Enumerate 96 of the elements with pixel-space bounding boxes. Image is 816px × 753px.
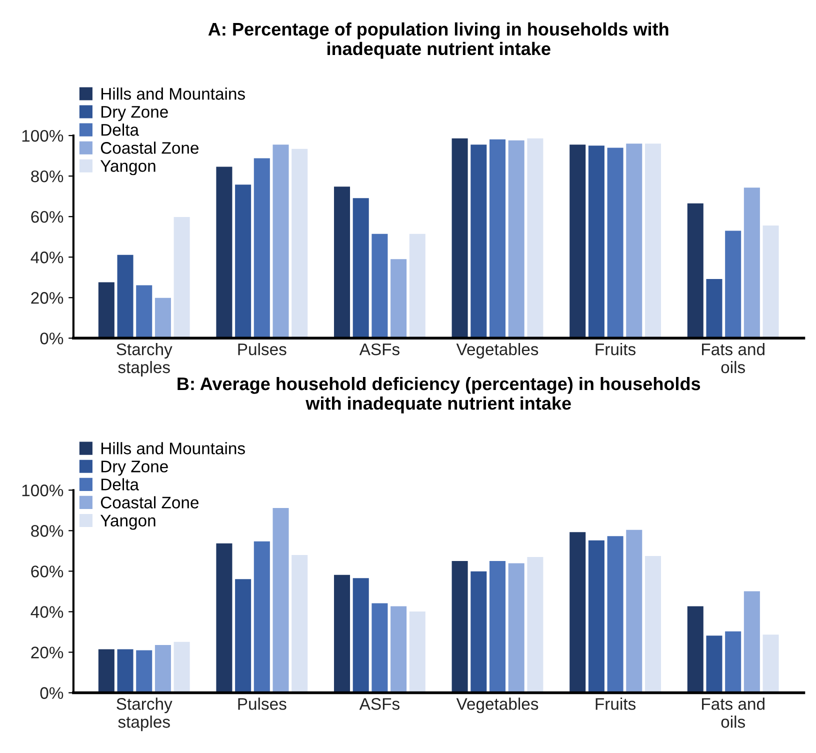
bar xyxy=(409,234,426,338)
legend-label: Hills and Mountains xyxy=(101,442,245,454)
bar xyxy=(117,254,134,338)
bar xyxy=(508,140,524,338)
bar xyxy=(235,579,252,693)
bar xyxy=(744,188,760,338)
bar xyxy=(216,166,232,338)
bar xyxy=(588,146,604,338)
legend-label: Coastal Zone xyxy=(100,142,198,154)
bar xyxy=(626,530,642,693)
bar xyxy=(725,631,742,693)
bar xyxy=(154,644,171,693)
bar xyxy=(470,571,487,693)
bar xyxy=(254,541,270,693)
x-tick-label: Pulses xyxy=(238,343,286,356)
bar xyxy=(390,259,407,338)
x-tick-label: Fruits xyxy=(596,343,636,356)
x-tick-label: ASFs xyxy=(359,343,400,356)
x-tick-label: Pulses xyxy=(238,698,286,710)
bar xyxy=(626,144,642,338)
bar xyxy=(489,561,506,693)
legend-label: Delta xyxy=(101,478,140,490)
x-tick-label: Vegetables xyxy=(456,343,538,359)
bar xyxy=(98,649,114,693)
bar xyxy=(762,226,779,338)
y-tick-label: 80% xyxy=(31,170,64,182)
y-tick-label: 40% xyxy=(30,606,64,618)
y-tick-label: 100% xyxy=(22,484,64,496)
bar xyxy=(607,536,624,693)
bar xyxy=(762,634,779,693)
x-tick-label: Vegetables xyxy=(456,698,538,714)
bar xyxy=(372,234,388,338)
bar xyxy=(706,279,722,338)
chart-title: A: Percentage of population living in households with inadequate nutrient intake xyxy=(208,22,668,59)
y-tick-label: 40% xyxy=(30,252,64,264)
legend-label: Dry Zone xyxy=(101,106,168,122)
bar xyxy=(489,139,506,338)
x-tick-label: Fats and oils xyxy=(702,343,764,374)
y-tick-label: 20% xyxy=(31,292,64,304)
bar xyxy=(272,144,289,338)
x-tick-label: Fruits xyxy=(596,698,636,710)
bar xyxy=(470,144,487,338)
bar xyxy=(292,148,308,338)
bar xyxy=(117,649,134,693)
x-tick-label: Starchy staples xyxy=(116,698,172,732)
y-tick-label: 0% xyxy=(40,332,64,344)
legend-label: Hills and Mountains xyxy=(101,88,245,100)
bar xyxy=(154,298,171,338)
bar xyxy=(527,557,544,693)
legend-label: Delta xyxy=(101,124,140,136)
legend-label: Yangon xyxy=(100,514,156,530)
bar xyxy=(570,144,586,338)
bar xyxy=(706,636,722,693)
bar xyxy=(452,561,468,693)
bar xyxy=(588,540,604,693)
bar xyxy=(272,508,289,693)
bar xyxy=(687,606,704,693)
bar xyxy=(334,186,350,338)
x-tick-label: Starchy staples xyxy=(116,343,172,377)
bar xyxy=(136,285,152,338)
bar xyxy=(644,144,661,338)
y-tick-label: 20% xyxy=(31,646,64,658)
bar xyxy=(409,612,426,693)
y-tick-label: 60% xyxy=(31,566,64,578)
y-tick-label: 0% xyxy=(40,687,64,699)
bar xyxy=(508,563,524,693)
y-tick-label: 80% xyxy=(31,525,64,537)
bar xyxy=(725,230,742,338)
bar xyxy=(352,198,369,338)
bar xyxy=(527,138,544,338)
bar xyxy=(174,216,190,338)
bar xyxy=(687,203,704,338)
bar xyxy=(174,642,190,693)
chart-title: B: Average household deficiency (percentage) in households with inadequate nutrient intake xyxy=(178,376,700,414)
bar xyxy=(292,554,308,693)
bar xyxy=(570,532,586,693)
bar xyxy=(390,606,407,693)
bar xyxy=(136,650,152,693)
y-tick-label: 60% xyxy=(31,210,64,223)
legend-label: Coastal Zone xyxy=(100,496,198,508)
bar xyxy=(216,543,232,693)
bar xyxy=(254,158,270,338)
bar xyxy=(744,591,760,693)
bar xyxy=(607,148,624,338)
bar xyxy=(644,556,661,693)
bar xyxy=(352,578,369,693)
x-tick-label: ASFs xyxy=(359,698,400,710)
bar xyxy=(98,282,114,338)
legend-label: Yangon xyxy=(100,160,156,176)
bar xyxy=(235,184,252,338)
bar xyxy=(334,574,350,693)
y-tick-label: 100% xyxy=(22,130,64,142)
bar xyxy=(452,138,468,338)
legend-label: Dry Zone xyxy=(101,460,168,476)
x-tick-label: Fats and oils xyxy=(702,698,764,728)
bar xyxy=(372,603,388,693)
